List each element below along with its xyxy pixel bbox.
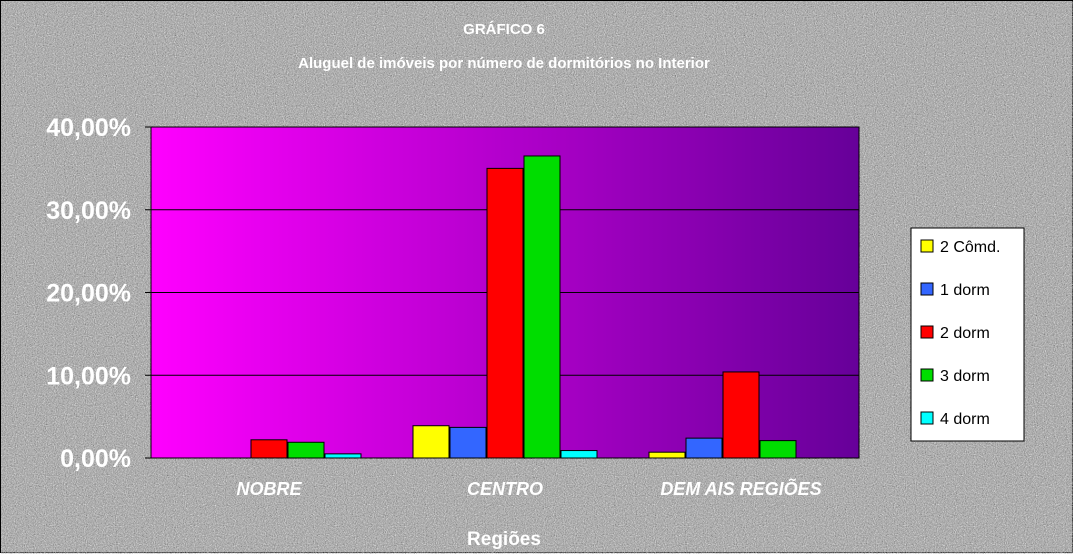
x-axis-title: Regiões: [467, 529, 541, 550]
legend-swatch: [920, 325, 934, 339]
bar: [250, 439, 288, 459]
y-tick-label: 10,00%: [46, 362, 131, 390]
legend-label: 1 dorm: [940, 282, 990, 299]
legend-label: 3 dorm: [940, 368, 990, 385]
bar: [759, 440, 797, 459]
bar: [560, 450, 598, 459]
legend-swatch: [920, 368, 934, 382]
legend-swatch: [920, 239, 934, 253]
bar: [287, 441, 325, 459]
y-tick-label: 40,00%: [46, 114, 131, 142]
bar: [685, 437, 723, 459]
y-tick-label: 20,00%: [46, 280, 131, 308]
bar: [486, 167, 524, 459]
bar: [412, 425, 450, 459]
legend-label: 2 Cômd.: [940, 239, 1000, 256]
category-labels: NOBRE CENTRO DEM AIS REGIÕES: [236, 478, 821, 499]
chart-subtitle: Aluguel de imóveis por número de dormitó…: [298, 55, 710, 72]
legend-swatch: [920, 282, 934, 296]
bar: [523, 155, 561, 459]
y-tick-label: 0,00%: [60, 445, 131, 473]
chart-title: GRÁFICO 6: [463, 21, 545, 38]
legend-label: 2 dorm: [940, 325, 990, 342]
category-label: CENTRO: [467, 479, 543, 499]
bar: [449, 426, 487, 459]
legend-label: 4 dorm: [940, 411, 990, 428]
y-tick-label: 30,00%: [46, 197, 131, 225]
bar: [324, 453, 362, 459]
legend: 2 Cômd. 1 dorm 2 dorm 3 dorm 4 dorm: [910, 227, 1025, 442]
y-tick-labels: 0,00% 10,00% 20,00% 30,00% 40,00%: [46, 114, 131, 473]
bar: [648, 451, 686, 459]
legend-swatch: [920, 411, 934, 425]
category-label: NOBRE: [236, 479, 302, 499]
bar: [722, 371, 760, 459]
category-label: DEM AIS REGIÕES: [660, 478, 821, 499]
bars: [250, 155, 797, 459]
